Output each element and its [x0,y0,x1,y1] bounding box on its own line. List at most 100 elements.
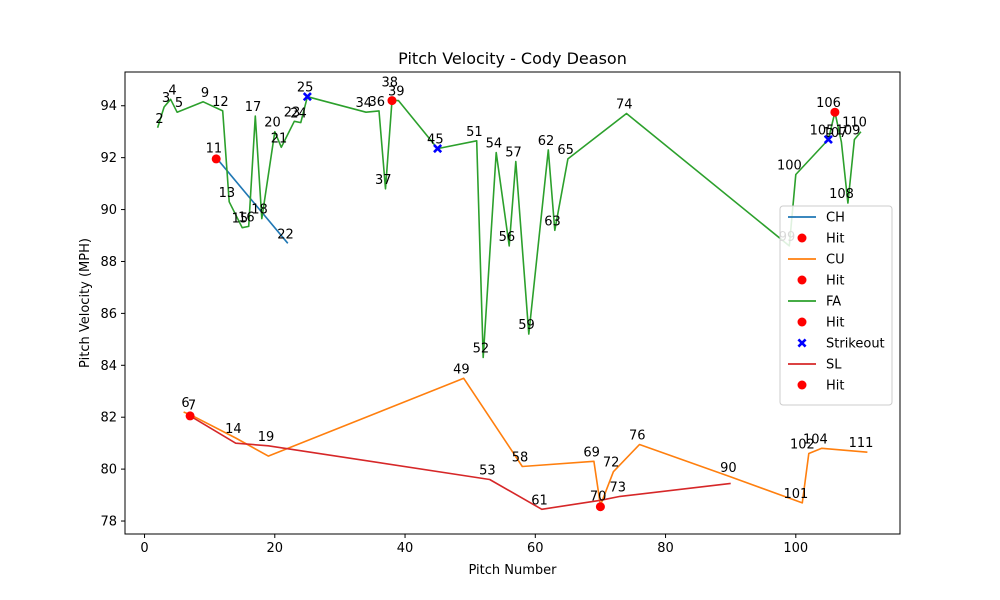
x-tick-label: 80 [657,541,674,556]
x-tick-label: 60 [527,541,544,556]
pitch-number-label: 90 [720,461,737,476]
pitch-number-label: 72 [603,456,620,471]
x-tick-label: 100 [783,541,808,556]
chart-title: Pitch Velocity - Cody Deason [398,49,627,68]
legend-box [779,205,893,406]
hit-marker [595,502,605,512]
legend-swatch-strikeout [797,338,807,348]
strikeout-marker [302,92,312,102]
pitch-number-label: 13 [219,186,236,201]
pitch-number-label: 57 [505,146,522,161]
legend-label: Hit [826,274,844,289]
legend-label: Hit [826,379,844,394]
hit-marker [185,411,195,421]
pitch-number-label: 14 [225,422,242,437]
pitch-number-label: 74 [616,98,633,113]
pitch-number-label: 12 [212,95,229,110]
pitch-number-label: 45 [427,133,444,148]
x-tick-label: 40 [397,541,414,556]
plot-area: 2345912111315161718202122232425343637383… [155,76,873,512]
pitch-number-label: 73 [609,480,626,495]
x-axis-label: Pitch Number [468,563,557,578]
pitch-number-label: 70 [590,489,607,504]
y-tick-label: 90 [100,203,117,218]
legend-label: Hit [826,316,844,331]
legend-swatch-hit [797,275,807,285]
y-tick-label: 92 [100,151,117,166]
pitch-number-label: 38 [381,76,398,91]
pitch-number-label: 109 [836,124,861,139]
pitch-number-label: 53 [479,464,496,479]
pitch-number-label: 24 [290,107,307,122]
legend-label: Hit [826,232,844,247]
pitch-number-label: 100 [777,159,802,174]
legend-label: Strikeout [826,337,885,352]
pitch-number-label: 63 [544,214,561,229]
x-tick-label: 0 [140,541,148,556]
legend-swatch-hit [797,233,807,243]
pitch-number-label: 61 [531,493,548,508]
legend-swatch-hit [797,317,807,327]
legend-label: CU [826,253,845,268]
series-line-sl [189,415,731,511]
pitch-number-label: 23 [284,105,301,120]
y-tick-label: 84 [100,359,117,374]
pitch-number-label: 102 [790,438,815,453]
pitch-number-label: 39 [388,85,405,100]
pitch-number-label: 76 [629,429,646,444]
legend: CH Hit CU Hit FA Hit Strikeout SL Hit [779,205,893,406]
axes-frame [124,71,901,535]
pitch-number-label: 111 [849,436,874,451]
pitch-number-label: 65 [557,143,574,158]
hit-marker [830,107,840,117]
pitch-number-label: 34 [355,96,372,111]
hit-marker [387,96,397,106]
series-line-ch [215,157,289,244]
pitch-number-label: 52 [473,342,490,357]
pitch-number-label: 54 [486,137,503,152]
pitch-number-label: 69 [583,445,600,460]
y-tick-label: 88 [100,255,117,270]
hit-marker [211,154,221,164]
pitch-number-label: 3 [162,91,170,106]
pitch-number-label: 62 [538,134,555,149]
pitch-number-label: 18 [251,203,268,218]
pitch-number-label: 21 [271,131,288,146]
pitch-number-label: 7 [188,399,196,414]
pitch-number-label: 110 [842,116,867,131]
strikeout-marker [823,134,833,145]
pitch-number-label: 25 [297,81,314,96]
y-tick-label: 86 [100,307,117,322]
legend-label: SL [826,358,842,373]
pitch-number-label: 58 [512,451,529,466]
pitch-number-label: 9 [201,86,209,101]
legend-label: FA [826,295,841,310]
y-tick-label: 80 [100,463,117,478]
y-tick-label: 82 [100,411,117,426]
y-axis-label: Pitch Velocity (MPH) [78,238,93,368]
pitch-number-label: 5 [175,96,183,111]
pitch-number-label: 101 [783,487,808,502]
y-tick-label: 78 [100,515,117,530]
pitch-number-label: 15 [232,212,249,227]
legend-label: CH [826,211,845,226]
pitch-number-label: 105 [810,124,835,139]
pitch-number-label: 56 [499,230,516,245]
pitch-number-label: 16 [238,210,255,225]
pitch-number-label: 108 [829,187,854,202]
strikeout-marker [433,144,443,154]
pitch-number-label: 106 [816,96,841,111]
pitch-number-label: 36 [368,95,385,110]
pitch-number-label: 19 [258,430,275,445]
y-axis-ticks: 78 80 82 84 86 88 90 92 94 [100,99,125,530]
pitch-number-label: 37 [375,173,392,188]
legend-swatch-hit [797,380,807,390]
x-axis-ticks: 0 20 40 60 80 100 [140,534,808,556]
y-tick-label: 94 [100,99,117,114]
pitch-number-label: 22 [277,227,294,242]
pitch-number-label: 17 [245,100,262,115]
pitch-number-label: 51 [466,125,483,140]
pitch-number-label: 104 [803,432,828,447]
pitch-number-label: 4 [168,83,176,98]
